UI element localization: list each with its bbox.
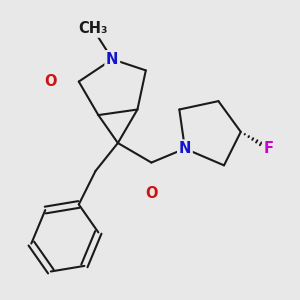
Text: N: N [106, 52, 118, 67]
Text: O: O [145, 186, 158, 201]
Text: O: O [45, 74, 57, 89]
Text: CH₃: CH₃ [78, 21, 107, 36]
Text: F: F [264, 141, 274, 156]
Text: N: N [179, 141, 191, 156]
